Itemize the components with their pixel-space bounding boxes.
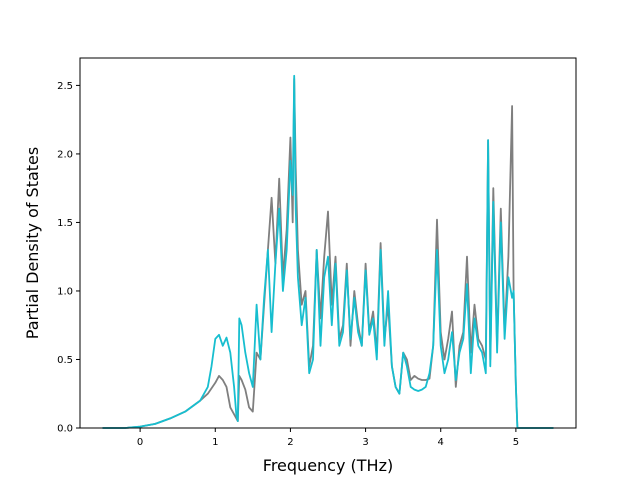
y-tick-label: 1.5 [57,218,73,229]
series-line-0 [102,77,554,429]
y-tick-label: 0.0 [57,424,73,435]
series-line-1 [102,74,554,429]
series-layer [102,74,554,429]
y-axis-label: Partial Density of States [23,147,42,339]
x-tick-label: 5 [513,437,519,448]
y-tick-label: 0.5 [57,355,73,366]
y-tick-label: 1.0 [57,286,73,297]
x-axis-label: Frequency (THz) [263,456,393,475]
y-tick-label: 2.5 [57,81,73,92]
x-tick-label: 0 [137,437,143,448]
tick-layer: 0 1 2 3 4 5 0.0 0.5 1.0 1.5 2.0 2.5 [57,81,519,448]
x-tick-label: 4 [438,437,444,448]
x-tick-label: 3 [362,437,368,448]
y-tick-label: 2.0 [57,149,73,160]
axes-frame [79,57,577,429]
x-tick-label: 1 [212,437,218,448]
x-tick-label: 2 [287,437,293,448]
